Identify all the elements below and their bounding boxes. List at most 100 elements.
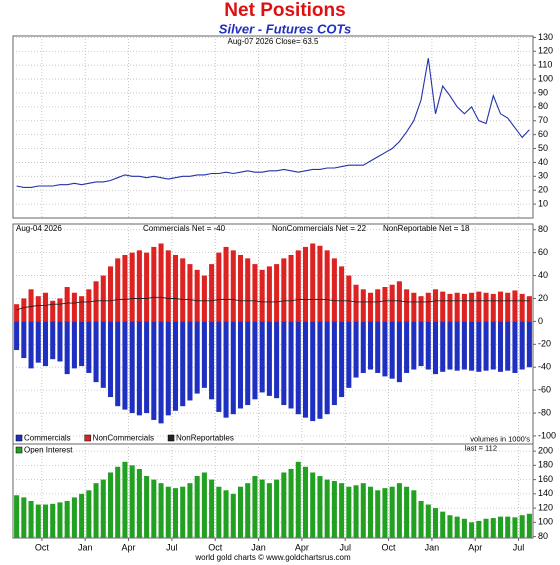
bar — [136, 468, 142, 538]
annotation: volumes in 1000's — [470, 434, 530, 443]
bar — [281, 321, 287, 406]
y-tick-label: 30 — [538, 171, 548, 181]
bar — [432, 321, 439, 375]
chart-subtitle: Silver - Futures COTs — [219, 21, 351, 36]
y-tick-label: 120 — [538, 502, 553, 512]
bar — [21, 497, 27, 538]
bar — [259, 269, 265, 322]
bar — [490, 293, 496, 322]
bar — [396, 483, 402, 538]
y-tick-label: 120 — [538, 46, 553, 56]
bar — [396, 281, 402, 322]
bar — [107, 472, 114, 538]
bar — [375, 490, 381, 538]
bar — [14, 495, 20, 538]
bar — [122, 254, 128, 322]
x-tick-label: Apr — [468, 542, 482, 552]
bar — [180, 486, 186, 538]
bar — [187, 483, 193, 538]
y-tick-label: -100 — [538, 430, 556, 440]
bar — [389, 284, 395, 322]
bar — [526, 513, 532, 538]
bar — [310, 472, 316, 538]
x-tick-label: Jan — [251, 542, 266, 552]
bar — [237, 486, 244, 538]
bar — [360, 321, 366, 373]
bar — [42, 504, 49, 538]
y-tick-label: 60 — [538, 129, 548, 139]
bar — [50, 300, 56, 322]
bar — [216, 486, 222, 538]
bar — [216, 321, 222, 412]
bar — [151, 246, 157, 322]
bar — [339, 483, 345, 538]
bar — [57, 502, 63, 538]
bar — [252, 321, 258, 400]
bar — [295, 461, 301, 538]
bar — [476, 520, 482, 538]
bar — [432, 508, 439, 538]
legend-label: NonReportables — [176, 434, 234, 443]
bar — [512, 290, 518, 322]
bar — [57, 298, 63, 322]
bar — [469, 522, 475, 538]
bar — [382, 287, 388, 322]
y-tick-label: 110 — [538, 60, 552, 70]
y-tick-label: 20 — [538, 293, 548, 303]
bar — [93, 321, 99, 383]
legend-label: Open Interest — [24, 446, 73, 455]
bar — [122, 321, 128, 410]
bar — [497, 291, 504, 322]
bar — [461, 293, 467, 322]
bar — [144, 321, 150, 414]
bar — [367, 486, 374, 538]
bar — [367, 321, 374, 370]
bar — [136, 250, 142, 322]
bar — [454, 321, 460, 371]
x-tick-label: Apr — [122, 542, 136, 552]
bar — [14, 321, 20, 351]
bar — [411, 321, 417, 370]
bar — [339, 321, 345, 398]
y-tick-label: 70 — [538, 115, 548, 125]
bar — [79, 296, 85, 322]
bar — [107, 266, 114, 322]
bar — [223, 490, 229, 538]
bar — [57, 321, 63, 362]
y-tick-label: 40 — [538, 270, 548, 280]
bar — [129, 321, 135, 414]
bar — [86, 289, 92, 322]
bar — [505, 321, 511, 371]
y-tick-label: -80 — [538, 407, 551, 417]
bar — [389, 321, 395, 379]
bar — [425, 292, 431, 322]
bar — [158, 483, 164, 538]
bar — [223, 321, 229, 418]
y-tick-label: -40 — [538, 362, 551, 372]
bar — [505, 292, 511, 322]
bar — [317, 245, 323, 322]
bar — [209, 264, 215, 322]
annotation: NonCommercials Net = 22 — [272, 224, 367, 233]
bar — [151, 321, 157, 420]
bar — [295, 250, 301, 322]
bar — [50, 503, 56, 538]
bar — [469, 292, 475, 322]
x-tick-label: Jul — [513, 542, 525, 552]
bar — [353, 284, 359, 322]
bar — [411, 292, 417, 322]
bar — [129, 252, 135, 322]
bar — [360, 483, 366, 538]
bar — [476, 291, 482, 322]
y-tick-label: 80 — [538, 531, 548, 541]
bar — [483, 292, 489, 322]
bar — [346, 275, 352, 322]
bar — [129, 465, 135, 538]
bar — [201, 321, 207, 388]
legend-swatch — [15, 446, 23, 454]
bar — [42, 321, 49, 367]
series-line — [16, 296, 530, 311]
bar — [353, 485, 359, 538]
bar — [266, 266, 272, 322]
